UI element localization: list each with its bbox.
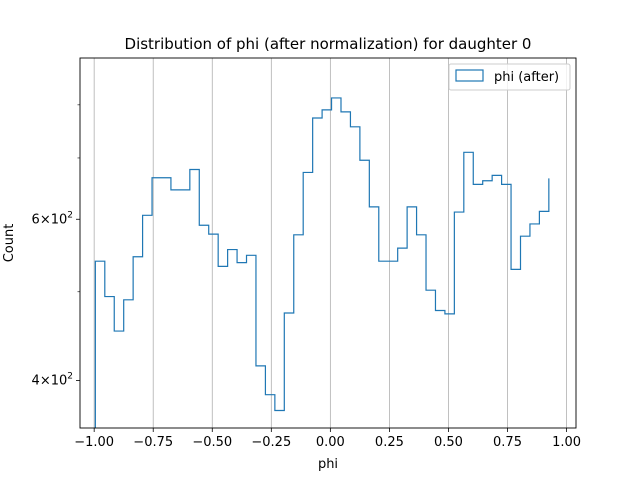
x-tick-label: −0.25: [251, 435, 291, 450]
x-tick-label: 0.75: [493, 435, 522, 450]
legend: phi (after): [448, 63, 571, 91]
y-tick-label: 6×102: [32, 210, 73, 227]
legend-label: phi (after): [494, 70, 559, 85]
x-tick-label: 1.00: [552, 435, 581, 450]
y-axis-label: Count: [2, 224, 17, 263]
x-grid: [93, 58, 567, 428]
x-tick-label: −0.50: [192, 435, 232, 450]
legend-swatch: [455, 69, 484, 82]
x-tick-label: −0.75: [133, 435, 173, 450]
chart-title: Distribution of phi (after normalization…: [125, 35, 532, 53]
x-tick-label: 0.25: [375, 435, 404, 450]
x-tick-label: −1.00: [74, 435, 114, 450]
x-tick-label: 0.50: [434, 435, 463, 450]
x-tick-label: 0.00: [316, 435, 345, 450]
x-axis-label: phi: [318, 457, 338, 472]
y-axis: 4×102 6×102: [32, 104, 80, 389]
plot-frame: [79, 57, 577, 429]
x-axis: −1.00 −0.75 −0.50 −0.25 0.00 0.25 0.50 0.75 1.00: [74, 428, 581, 450]
histogram-step-series: [94, 97, 550, 428]
y-tick-label: 4×102: [32, 372, 73, 389]
